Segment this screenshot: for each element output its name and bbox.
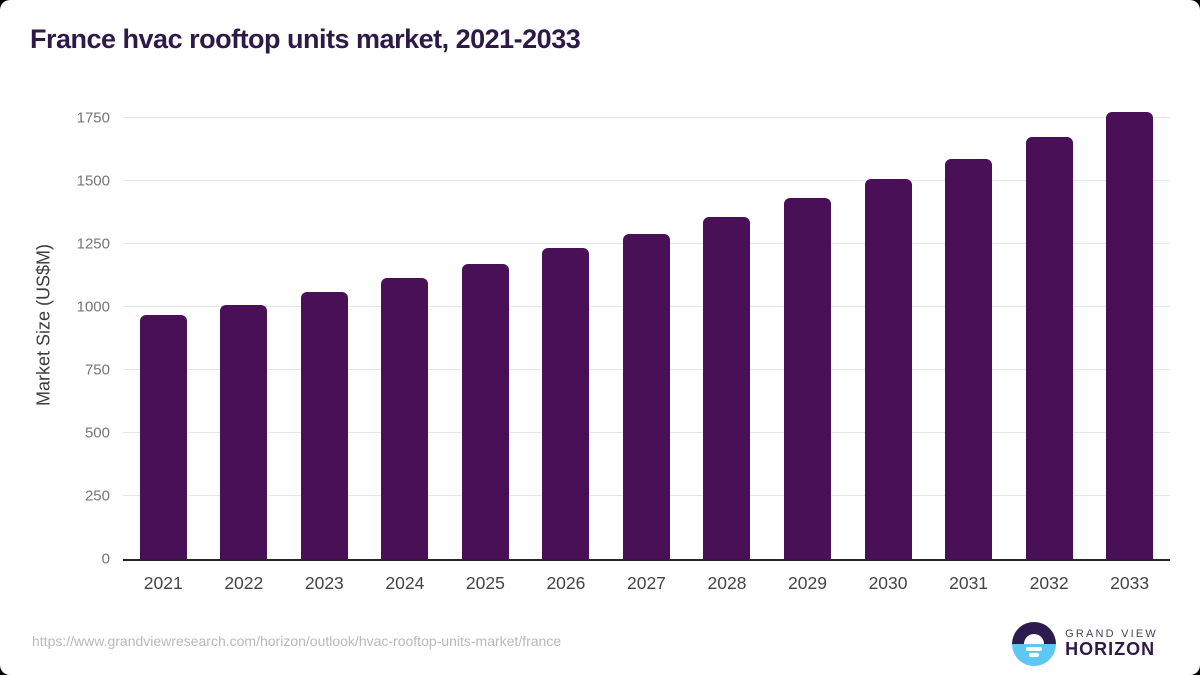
bar-slot-2024	[365, 90, 446, 559]
y-axis-title: Market Size (US$M)	[33, 243, 54, 407]
y-tick-label-250: 250	[84, 487, 110, 505]
gridline-1750	[123, 116, 1170, 118]
horizon-sun-logo-icon	[1012, 622, 1057, 666]
logo-text-horizon: HORIZON	[1065, 639, 1156, 660]
page-title: France hvac rooftop units market, 2021-2…	[30, 24, 581, 54]
grand-view-horizon-logo: GRAND VIEW HORIZON	[1012, 622, 1158, 666]
bar-2027	[622, 234, 670, 559]
x-tick-label-2030: 2030	[868, 573, 908, 593]
bar-2031	[945, 158, 993, 559]
y-tick-label-1750: 1750	[76, 109, 110, 127]
bars-row	[123, 90, 1170, 559]
source-url: https://www.grandviewresearch.com/horizo…	[32, 633, 562, 649]
x-tick-label-2031: 2031	[949, 573, 989, 593]
bar-slot-2026	[526, 90, 607, 559]
bar-slot-2022	[204, 90, 285, 559]
bar-slot-2029	[767, 90, 848, 559]
logo-sun-shape	[1024, 634, 1045, 644]
x-tick-label-2023: 2023	[304, 573, 344, 593]
bar-2021	[139, 315, 187, 559]
x-tick-label-2028: 2028	[707, 573, 747, 593]
x-tick-label-2024: 2024	[385, 573, 425, 593]
logo-sky-shape	[1012, 622, 1057, 644]
bar-slot-2023	[284, 90, 365, 559]
plot-area: 0 250 500 750 1000 1250 1500 1750 2021 2022 2023 2…	[77, 90, 1170, 593]
bar-slot-2032	[1009, 90, 1090, 559]
x-tick-label-2022: 2022	[224, 573, 264, 593]
x-tick-label-2021: 2021	[143, 573, 183, 593]
x-axis-tick-labels: 2021 2022 2023 2024 2025 2026 2027 2028 2029 2030…	[123, 573, 1170, 594]
bar-2022	[220, 304, 268, 559]
y-tick-label-1000: 1000	[76, 298, 110, 316]
bar-slot-2025	[445, 90, 526, 559]
bar-2033	[1106, 112, 1154, 559]
bar-2025	[461, 264, 509, 559]
y-tick-label-750: 750	[84, 361, 110, 379]
bar-slot-2021	[123, 90, 204, 559]
x-tick-label-2033: 2033	[1110, 573, 1150, 593]
y-tick-label-1500: 1500	[76, 172, 110, 190]
bar-2030	[864, 179, 912, 559]
y-tick-label-1250: 1250	[76, 235, 110, 253]
bar-2023	[300, 291, 348, 559]
bar-slot-2031	[928, 90, 1009, 559]
x-tick-label-2026: 2026	[546, 573, 586, 593]
bar-slot-2027	[606, 90, 687, 559]
bar-2028	[703, 217, 751, 559]
logo-reflection-line	[1029, 653, 1040, 657]
x-tick-label-2029: 2029	[788, 573, 827, 593]
logo-text-grand-view: GRAND VIEW	[1065, 628, 1158, 641]
bar-2032	[1025, 136, 1073, 559]
bar-slot-2028	[687, 90, 768, 559]
bar-2024	[381, 278, 429, 559]
bar-slot-2033	[1089, 90, 1170, 559]
bar-2026	[542, 247, 590, 559]
x-tick-label-2027: 2027	[626, 573, 666, 593]
bar-2029	[784, 198, 832, 559]
y-tick-label-0: 0	[101, 550, 110, 568]
gridline-1500	[123, 179, 1170, 181]
bar-slot-2030	[848, 90, 929, 559]
y-tick-label-500: 500	[84, 424, 110, 442]
x-tick-label-2032: 2032	[1029, 573, 1069, 593]
x-tick-label-2025: 2025	[465, 573, 505, 593]
logo-reflection-line	[1026, 647, 1043, 651]
logo-text: GRAND VIEW HORIZON	[1065, 628, 1158, 660]
